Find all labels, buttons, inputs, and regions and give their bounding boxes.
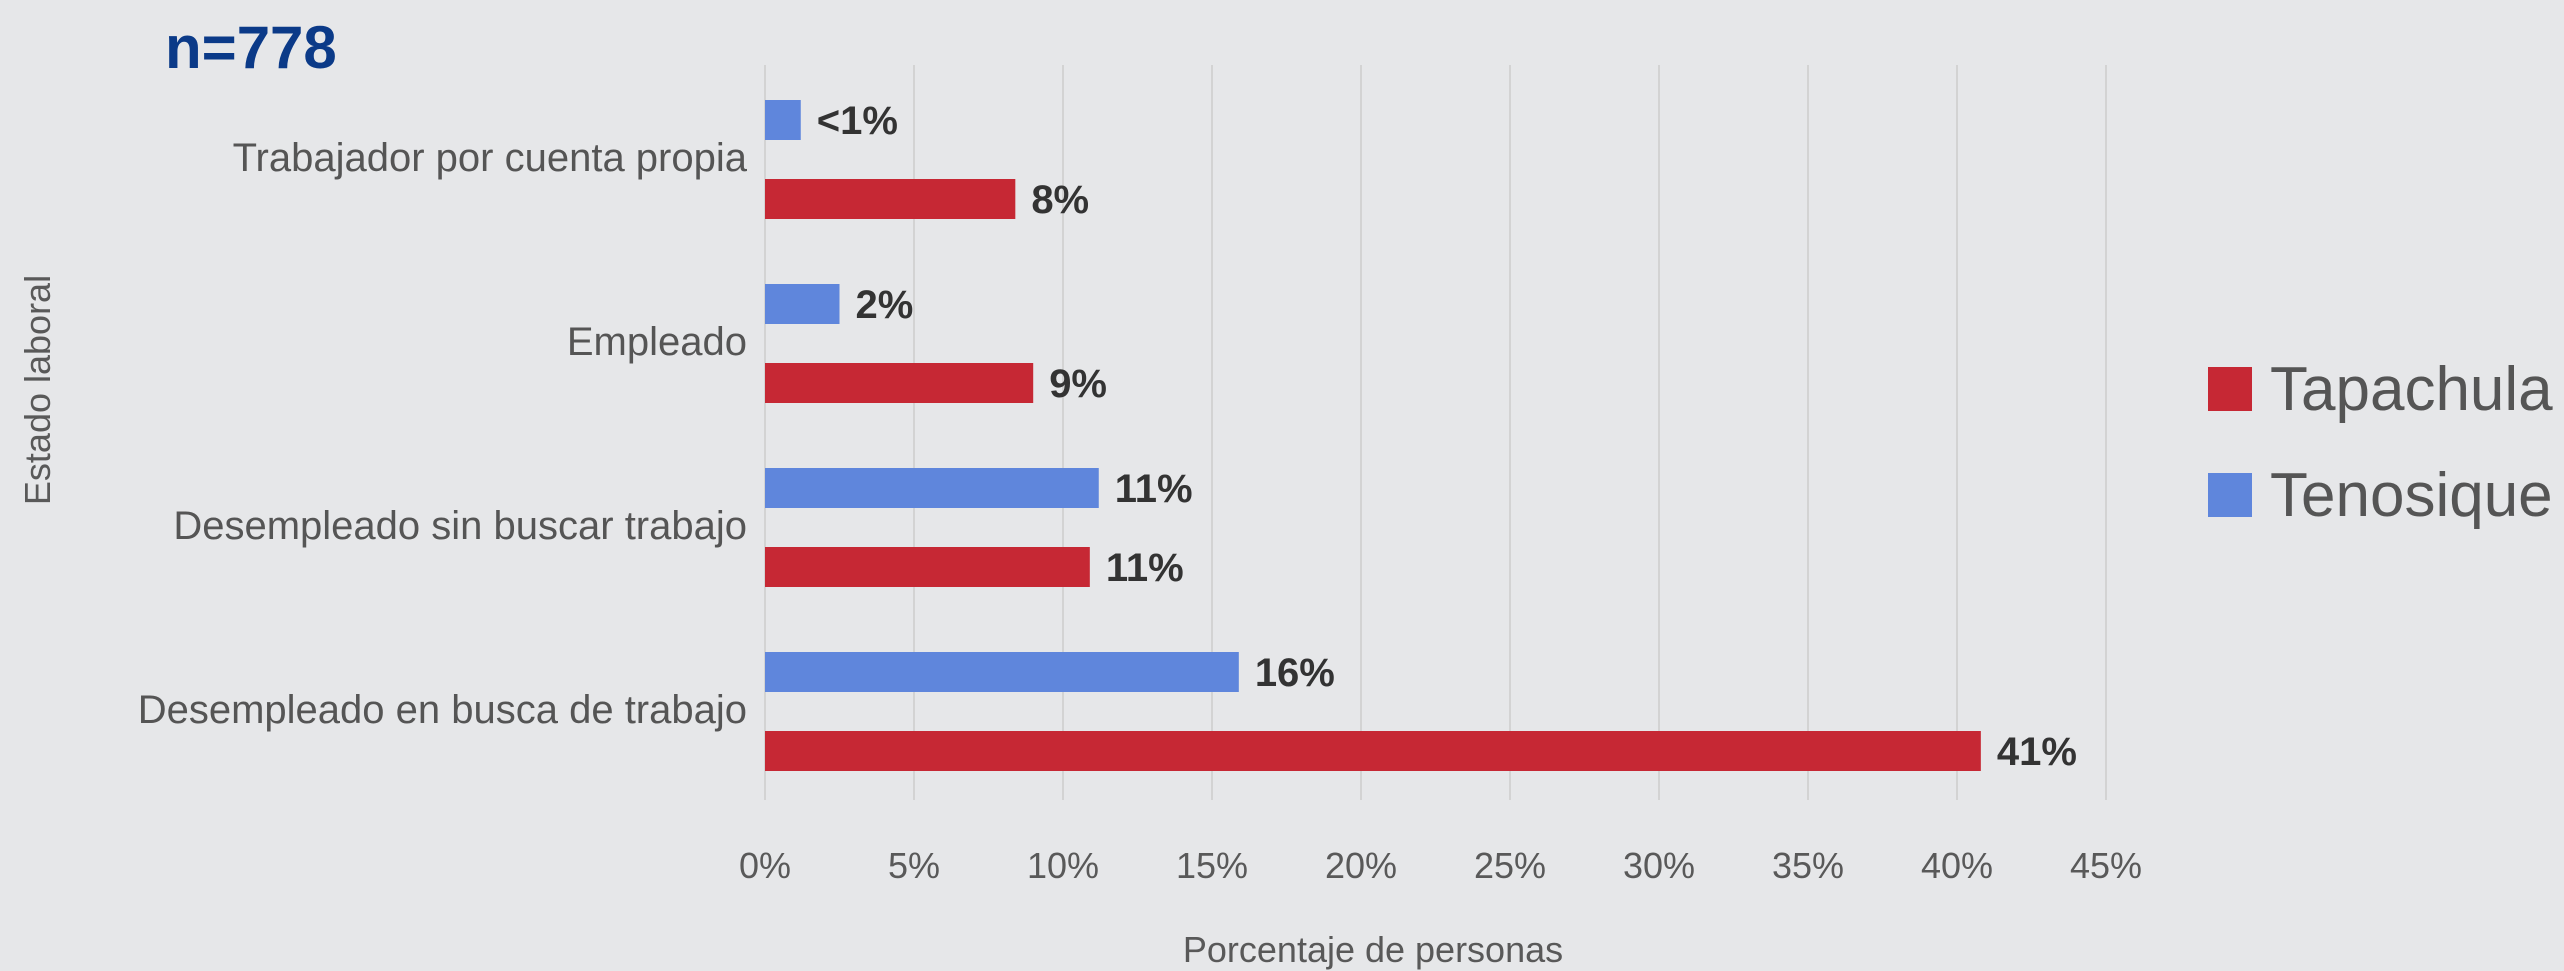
sample-size-label: n=778 bbox=[165, 14, 337, 81]
legend[interactable]: Tapachula Tenosique bbox=[2208, 355, 2553, 530]
data-label: 11% bbox=[1115, 467, 1193, 511]
category-labels: Trabajador por cuenta propia Empleado Dese… bbox=[138, 136, 748, 732]
category-label: Desempleado en busca de trabajo bbox=[138, 688, 747, 732]
bar-tapachula[interactable] bbox=[765, 731, 1981, 771]
legend-label-tapachula[interactable]: Tapachula bbox=[2270, 355, 2553, 424]
category-label: Trabajador por cuenta propia bbox=[233, 136, 748, 180]
x-tick-label: 5% bbox=[888, 845, 940, 886]
bar-tenosique[interactable] bbox=[765, 468, 1099, 508]
legend-label-tenosique[interactable]: Tenosique bbox=[2270, 461, 2553, 530]
x-tick-label: 40% bbox=[1921, 845, 1993, 886]
x-tick-label: 20% bbox=[1325, 845, 1397, 886]
bar-tapachula[interactable] bbox=[765, 179, 1016, 219]
data-label: <1% bbox=[817, 99, 898, 143]
data-label: 16% bbox=[1255, 651, 1335, 695]
x-tick-label: 25% bbox=[1474, 845, 1546, 886]
bar-tapachula[interactable] bbox=[765, 363, 1034, 403]
x-tick-label: 45% bbox=[2070, 845, 2142, 886]
x-tick-label: 0% bbox=[739, 845, 791, 886]
y-axis-title: Estado laboral bbox=[17, 275, 58, 505]
x-tick-labels: 0% 5% 10% 15% 20% 25% 30% 35% 40% 45% bbox=[739, 845, 2142, 886]
data-label: 8% bbox=[1031, 178, 1089, 222]
legend-swatch-tapachula bbox=[2208, 367, 2252, 411]
bars bbox=[765, 100, 1981, 771]
bar-tenosique[interactable] bbox=[765, 100, 801, 140]
bar-tapachula[interactable] bbox=[765, 547, 1090, 587]
data-labels: <1% 8% 2% 9% 11% 11% 16% 41% bbox=[817, 99, 2077, 774]
data-label: 9% bbox=[1049, 362, 1107, 406]
category-label: Empleado bbox=[567, 320, 747, 364]
x-axis-title: Porcentaje de personas bbox=[1183, 929, 1563, 970]
data-label: 41% bbox=[1997, 730, 2077, 774]
bar-tenosique[interactable] bbox=[765, 652, 1239, 692]
x-tick-label: 35% bbox=[1772, 845, 1844, 886]
category-label: Desempleado sin buscar trabajo bbox=[173, 504, 747, 548]
x-tick-label: 10% bbox=[1027, 845, 1099, 886]
bar-tenosique[interactable] bbox=[765, 284, 840, 324]
x-tick-label: 15% bbox=[1176, 845, 1248, 886]
x-tick-label: 30% bbox=[1623, 845, 1695, 886]
data-label: 2% bbox=[856, 283, 914, 327]
legend-swatch-tenosique bbox=[2208, 473, 2252, 517]
data-label: 11% bbox=[1106, 546, 1184, 590]
